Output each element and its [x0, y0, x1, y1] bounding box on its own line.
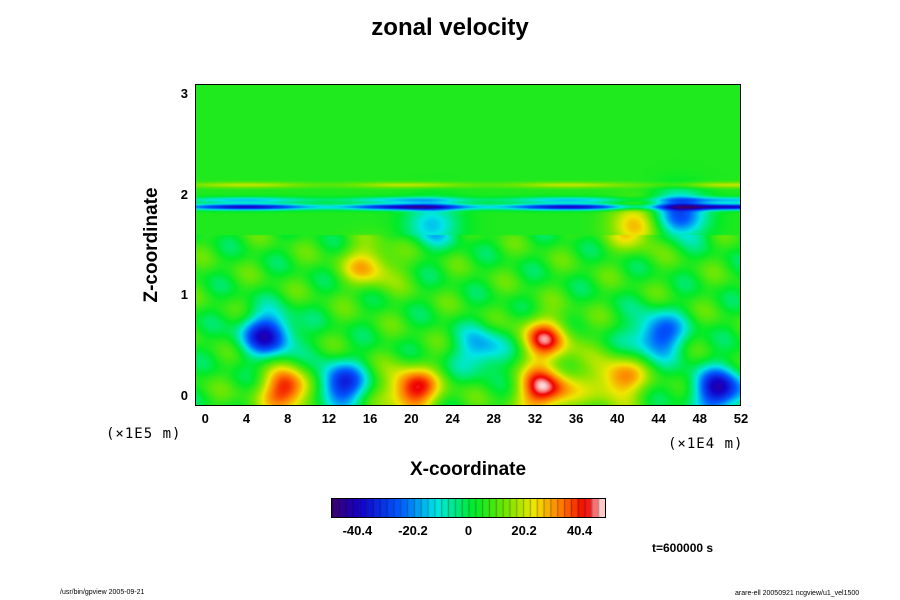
y-tick-label: 2	[180, 186, 188, 202]
x-tick-label: 32	[527, 411, 543, 426]
x-scale-factor-right: (×1E4 m)	[668, 436, 744, 452]
x-tick-label: 24	[445, 411, 460, 426]
y-tick-label: 3	[180, 86, 188, 102]
x-tick-label: 4	[242, 411, 251, 426]
x-scale-factor-left: (×1E5 m)	[106, 426, 182, 442]
x-tick-label: 44	[651, 411, 666, 426]
x-tick-label: 20	[404, 411, 419, 426]
x-axis-label: X-coordinate	[409, 459, 527, 480]
footer-right: arare-ell 20050921 ncgview/u1_vel1500	[735, 590, 860, 597]
plot-area	[195, 84, 741, 406]
colorbar-tick-label: 20.2	[511, 523, 537, 538]
colorbar-tick-label: -40.4	[342, 523, 373, 538]
x-tick-label: 36	[568, 411, 584, 426]
colorbar-tick-label: 40.4	[566, 523, 593, 538]
x-tick-label: 48	[692, 411, 708, 426]
x-tick-label: 8	[284, 411, 292, 426]
chart-title: zonal velocity	[371, 14, 529, 41]
velocity-field	[196, 85, 740, 405]
x-tick-label: 12	[321, 411, 337, 426]
y-tick-label: 1	[180, 287, 188, 303]
time-annotation: t=600000 s	[652, 541, 714, 555]
y-tick-label: 0	[180, 387, 188, 403]
colorbar-tick-label: -20.2	[398, 523, 428, 538]
x-tick-label: 40	[610, 411, 625, 426]
x-tick-label: 52	[733, 411, 749, 426]
colorbar	[331, 498, 606, 518]
footer-left: /usr/bin/gpview 2005-09-21	[60, 589, 145, 596]
y-axis-label: Z-coordinate	[141, 187, 162, 303]
x-tick-label: 0	[201, 411, 209, 426]
x-tick-label: 16	[362, 411, 378, 426]
colorbar-tick-label: 0	[464, 523, 473, 538]
x-tick-label: 28	[486, 411, 501, 426]
